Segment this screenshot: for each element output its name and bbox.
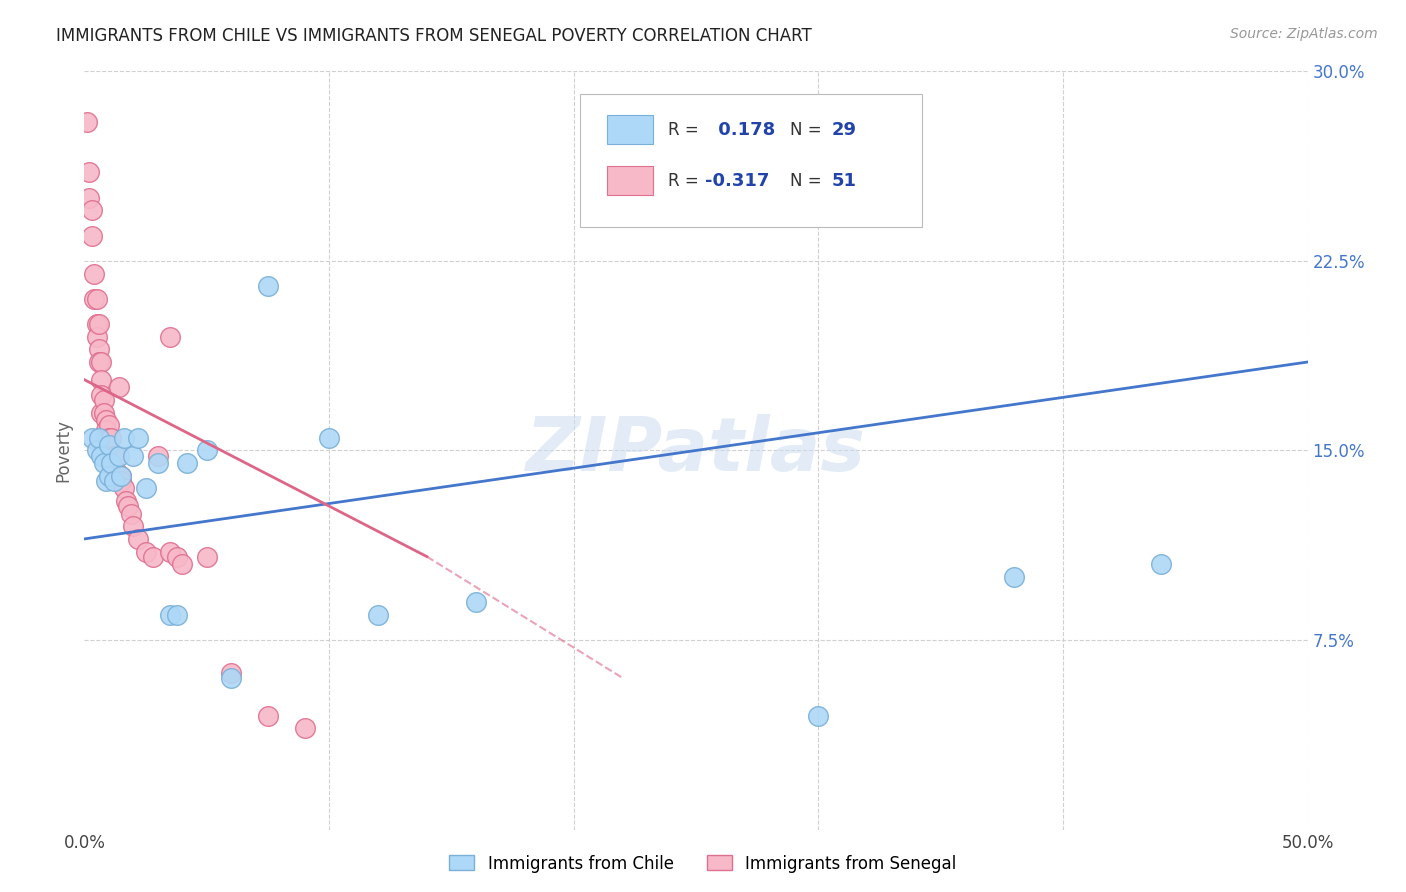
Point — [219, 671, 242, 685]
Point — [117, 499, 139, 513]
Point — [120, 507, 142, 521]
FancyBboxPatch shape — [579, 95, 922, 227]
Point — [107, 449, 129, 463]
Point — [122, 449, 145, 463]
Point — [135, 482, 157, 496]
Point — [97, 438, 120, 452]
Point — [1002, 570, 1025, 584]
Point — [100, 449, 122, 463]
Point — [83, 292, 105, 306]
Text: 29: 29 — [832, 120, 856, 139]
Point — [159, 607, 181, 622]
Point — [80, 203, 103, 218]
Point — [93, 405, 115, 420]
Point — [80, 228, 103, 243]
Point — [87, 317, 110, 331]
Point — [90, 355, 112, 369]
Bar — [606, 115, 654, 145]
Point — [96, 413, 118, 427]
Point — [367, 607, 389, 622]
Point — [96, 474, 118, 488]
Point — [87, 343, 110, 357]
Point — [86, 317, 108, 331]
Point — [97, 468, 120, 483]
Point — [464, 595, 486, 609]
Point — [97, 449, 120, 463]
Point — [100, 431, 122, 445]
Point — [127, 532, 149, 546]
Point — [166, 549, 188, 564]
Point — [90, 388, 112, 402]
Point — [166, 607, 188, 622]
Point — [110, 474, 132, 488]
Y-axis label: Poverty: Poverty — [55, 419, 73, 482]
Point — [103, 464, 125, 478]
Point — [105, 449, 128, 463]
Text: -0.317: -0.317 — [704, 171, 769, 189]
Point — [87, 431, 110, 445]
Point — [97, 418, 120, 433]
Point — [142, 549, 165, 564]
Point — [807, 708, 830, 723]
Point — [146, 456, 169, 470]
Point — [107, 380, 129, 394]
Point — [105, 464, 128, 478]
Point — [93, 392, 115, 407]
Point — [159, 330, 181, 344]
Point — [83, 267, 105, 281]
Text: ZIPatlas: ZIPatlas — [526, 414, 866, 487]
Point — [122, 519, 145, 533]
Point — [90, 373, 112, 387]
Legend: Immigrants from Chile, Immigrants from Senegal: Immigrants from Chile, Immigrants from S… — [443, 848, 963, 880]
Point — [110, 468, 132, 483]
Text: N =: N = — [790, 171, 821, 189]
Point — [115, 494, 138, 508]
Point — [96, 423, 118, 437]
Point — [86, 330, 108, 344]
Text: R =: R = — [668, 171, 699, 189]
Point — [135, 544, 157, 558]
Point — [195, 549, 218, 564]
Point — [219, 665, 242, 680]
Text: R =: R = — [668, 120, 699, 139]
Point — [195, 443, 218, 458]
Point — [100, 456, 122, 470]
Bar — [606, 166, 654, 195]
Text: 51: 51 — [832, 171, 856, 189]
Point — [97, 431, 120, 445]
Text: IMMIGRANTS FROM CHILE VS IMMIGRANTS FROM SENEGAL POVERTY CORRELATION CHART: IMMIGRANTS FROM CHILE VS IMMIGRANTS FROM… — [56, 27, 813, 45]
Point — [76, 115, 98, 129]
Point — [176, 456, 198, 470]
Point — [172, 557, 194, 572]
Point — [257, 279, 280, 293]
Point — [80, 431, 103, 445]
Text: N =: N = — [790, 120, 821, 139]
Point — [93, 456, 115, 470]
Point — [90, 405, 112, 420]
Point — [257, 708, 280, 723]
Point — [77, 191, 100, 205]
Point — [86, 292, 108, 306]
Point — [77, 165, 100, 179]
Point — [159, 544, 181, 558]
Point — [112, 482, 135, 496]
Text: Source: ZipAtlas.com: Source: ZipAtlas.com — [1230, 27, 1378, 41]
Point — [103, 474, 125, 488]
Point — [103, 449, 125, 463]
Point — [1150, 557, 1173, 572]
Point — [86, 443, 108, 458]
Point — [294, 722, 316, 736]
Point — [87, 355, 110, 369]
Point — [146, 449, 169, 463]
Point — [127, 431, 149, 445]
Text: 0.178: 0.178 — [711, 120, 775, 139]
Point — [96, 431, 118, 445]
Point — [110, 468, 132, 483]
Point — [90, 449, 112, 463]
Point — [318, 431, 340, 445]
Point — [112, 431, 135, 445]
